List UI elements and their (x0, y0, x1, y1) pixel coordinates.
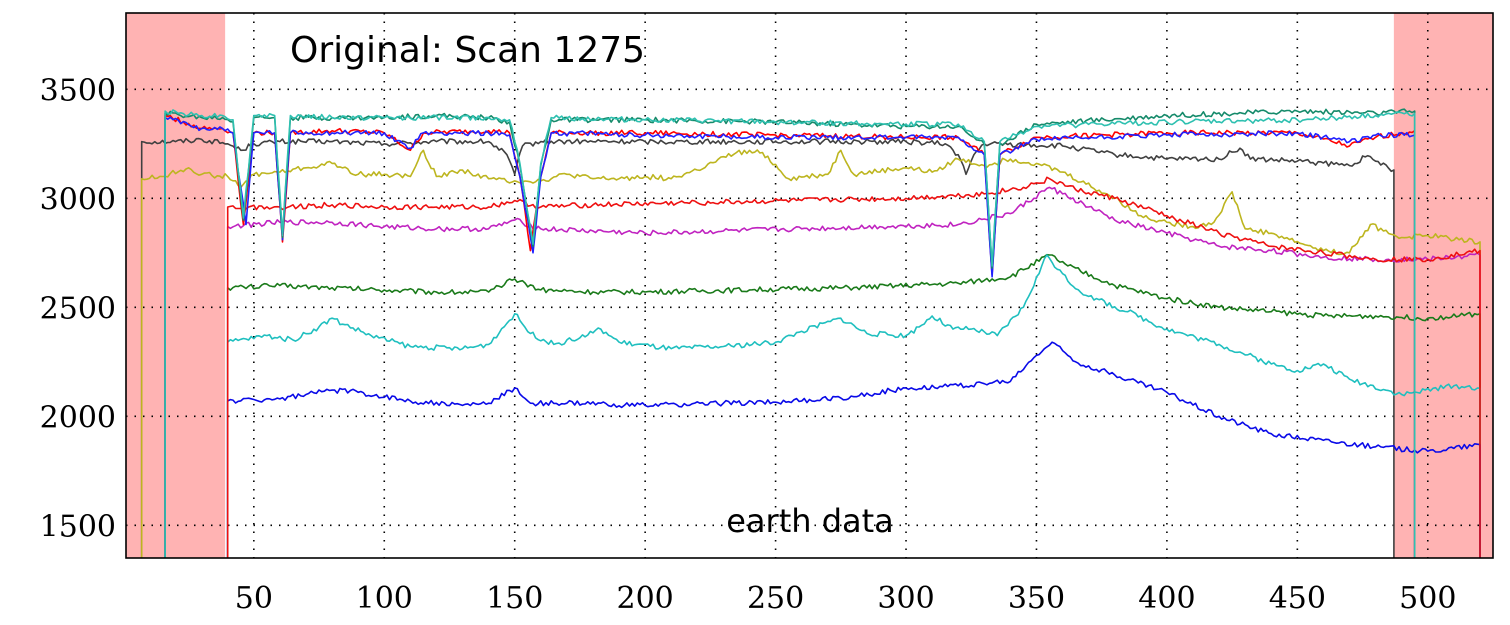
x-tick-label: 350 (1008, 581, 1065, 616)
y-tick-label: 2500 (40, 291, 116, 326)
series-line-11 (164, 109, 1416, 558)
chart-title: Original: Scan 1275 (290, 30, 645, 71)
series-line-10 (164, 108, 1416, 558)
highlight-region-2 (1393, 13, 1493, 558)
x-tick-label: 250 (747, 581, 804, 616)
x-tick-label: 300 (877, 581, 934, 616)
x-tick-label: 50 (235, 581, 273, 616)
x-tick-label: 400 (1138, 581, 1195, 616)
highlight-regions (126, 13, 1493, 558)
y-tick-label: 3000 (40, 182, 116, 217)
series-line-6 (226, 341, 1481, 558)
x-tick-label: 200 (617, 581, 674, 616)
series-line-1 (140, 137, 1395, 558)
annotation-earth-data: earth data (726, 502, 894, 540)
series-line-9 (164, 116, 1416, 558)
series-line-2 (140, 149, 1481, 558)
x-tick-label: 150 (486, 581, 543, 616)
highlight-region-1 (126, 13, 226, 558)
x-tick-label: 450 (1269, 581, 1326, 616)
plot-frame (125, 12, 1494, 559)
grid-lines (126, 13, 1493, 558)
series-group (140, 108, 1481, 558)
y-tick-labels: 1500 2000 2500 3000 3500 (40, 73, 116, 544)
series-line-3 (226, 186, 1481, 558)
y-tick-label: 3500 (40, 73, 116, 108)
y-tick-label: 1500 (40, 509, 116, 544)
x-tick-labels: 50 100 150 200 250 300 350 400 450 500 (235, 581, 1457, 616)
series-line-5 (226, 254, 1481, 558)
series-line-7 (226, 176, 1481, 558)
x-tick-label: 500 (1399, 581, 1456, 616)
x-tick-label: 100 (356, 581, 413, 616)
series-line-4 (226, 253, 1481, 558)
series-line-8 (164, 114, 1416, 558)
y-tick-label: 2000 (40, 400, 116, 435)
